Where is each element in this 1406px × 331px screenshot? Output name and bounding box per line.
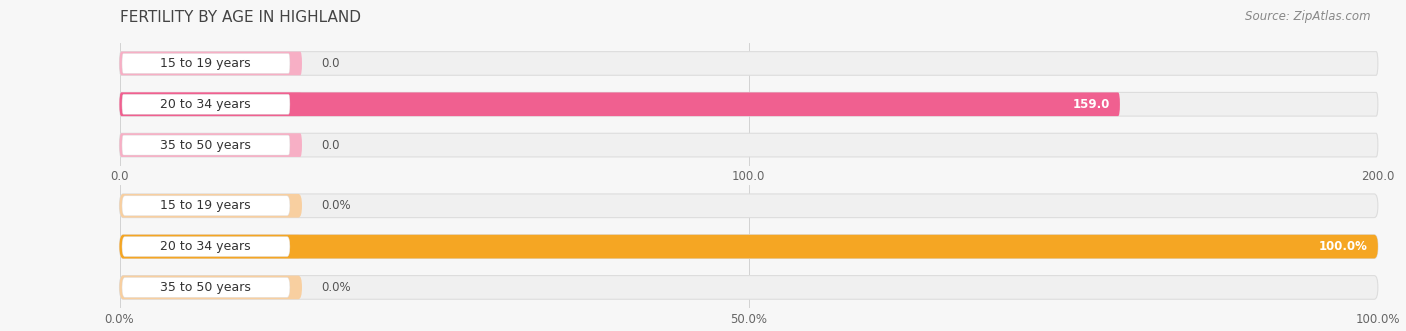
FancyBboxPatch shape <box>122 54 290 73</box>
FancyBboxPatch shape <box>120 276 1378 299</box>
FancyBboxPatch shape <box>122 135 290 155</box>
FancyBboxPatch shape <box>120 52 302 75</box>
FancyBboxPatch shape <box>120 92 302 116</box>
Text: 0.0%: 0.0% <box>321 199 350 212</box>
Text: 0.0%: 0.0% <box>321 281 350 294</box>
FancyBboxPatch shape <box>122 94 290 114</box>
FancyBboxPatch shape <box>120 194 302 217</box>
FancyBboxPatch shape <box>120 133 1378 157</box>
FancyBboxPatch shape <box>120 92 1121 116</box>
FancyBboxPatch shape <box>120 235 1378 259</box>
Text: 100.0%: 100.0% <box>1319 240 1368 253</box>
Text: Source: ZipAtlas.com: Source: ZipAtlas.com <box>1246 10 1371 23</box>
FancyBboxPatch shape <box>122 196 290 216</box>
Text: 20 to 34 years: 20 to 34 years <box>160 240 250 253</box>
FancyBboxPatch shape <box>120 276 302 299</box>
FancyBboxPatch shape <box>122 277 290 297</box>
FancyBboxPatch shape <box>120 52 1378 75</box>
FancyBboxPatch shape <box>120 194 1378 217</box>
Text: 0.0: 0.0 <box>321 57 339 70</box>
Text: 35 to 50 years: 35 to 50 years <box>160 139 250 152</box>
Text: 20 to 34 years: 20 to 34 years <box>160 98 250 111</box>
Text: 15 to 19 years: 15 to 19 years <box>160 57 250 70</box>
Text: FERTILITY BY AGE IN HIGHLAND: FERTILITY BY AGE IN HIGHLAND <box>120 10 360 25</box>
Text: 35 to 50 years: 35 to 50 years <box>160 281 250 294</box>
FancyBboxPatch shape <box>120 235 1378 259</box>
Text: 159.0: 159.0 <box>1073 98 1109 111</box>
FancyBboxPatch shape <box>122 237 290 257</box>
Text: 15 to 19 years: 15 to 19 years <box>160 199 250 212</box>
FancyBboxPatch shape <box>120 92 1378 116</box>
Text: 0.0: 0.0 <box>321 139 339 152</box>
FancyBboxPatch shape <box>120 235 302 259</box>
FancyBboxPatch shape <box>120 133 302 157</box>
